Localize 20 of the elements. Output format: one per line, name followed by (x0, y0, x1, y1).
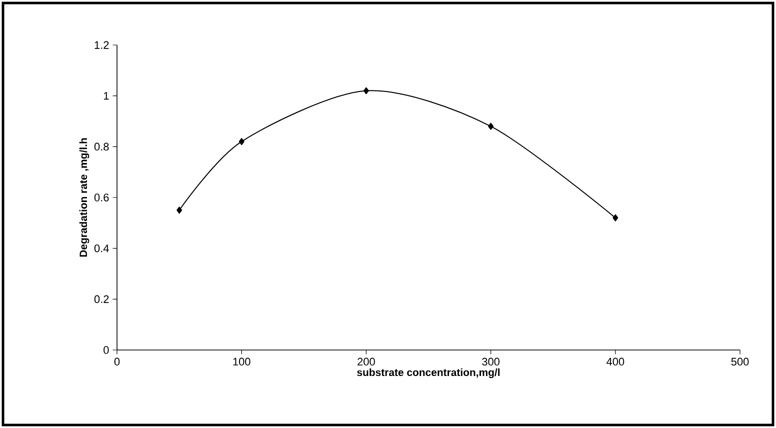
x-tick-label: 0 (114, 358, 120, 366)
point (612, 214, 618, 222)
x-tick-label: 300 (482, 358, 500, 366)
y-tick-label: 1.2 (94, 41, 109, 49)
point (238, 138, 244, 146)
point (176, 206, 182, 214)
x-tick-label: 100 (233, 358, 250, 366)
x-tick-label: 500 (731, 358, 749, 366)
x-axis-title: substrate concentration,mg/l (357, 368, 500, 378)
y-tick-label: 0.2 (94, 295, 109, 304)
y-tick-label: 0.6 (94, 194, 109, 202)
y-tick-label: 0 (104, 346, 109, 354)
point (363, 87, 369, 94)
x-tick-label: 200 (358, 358, 375, 366)
y-tick-label: 0.8 (94, 142, 109, 151)
y-axis-title: Degradation rate ,mg/l.h (79, 138, 90, 257)
y-tick-label: 1 (104, 92, 109, 100)
point (488, 122, 494, 130)
y-tick-label: 0.4 (94, 244, 109, 252)
x-tick-label: 400 (606, 358, 624, 366)
